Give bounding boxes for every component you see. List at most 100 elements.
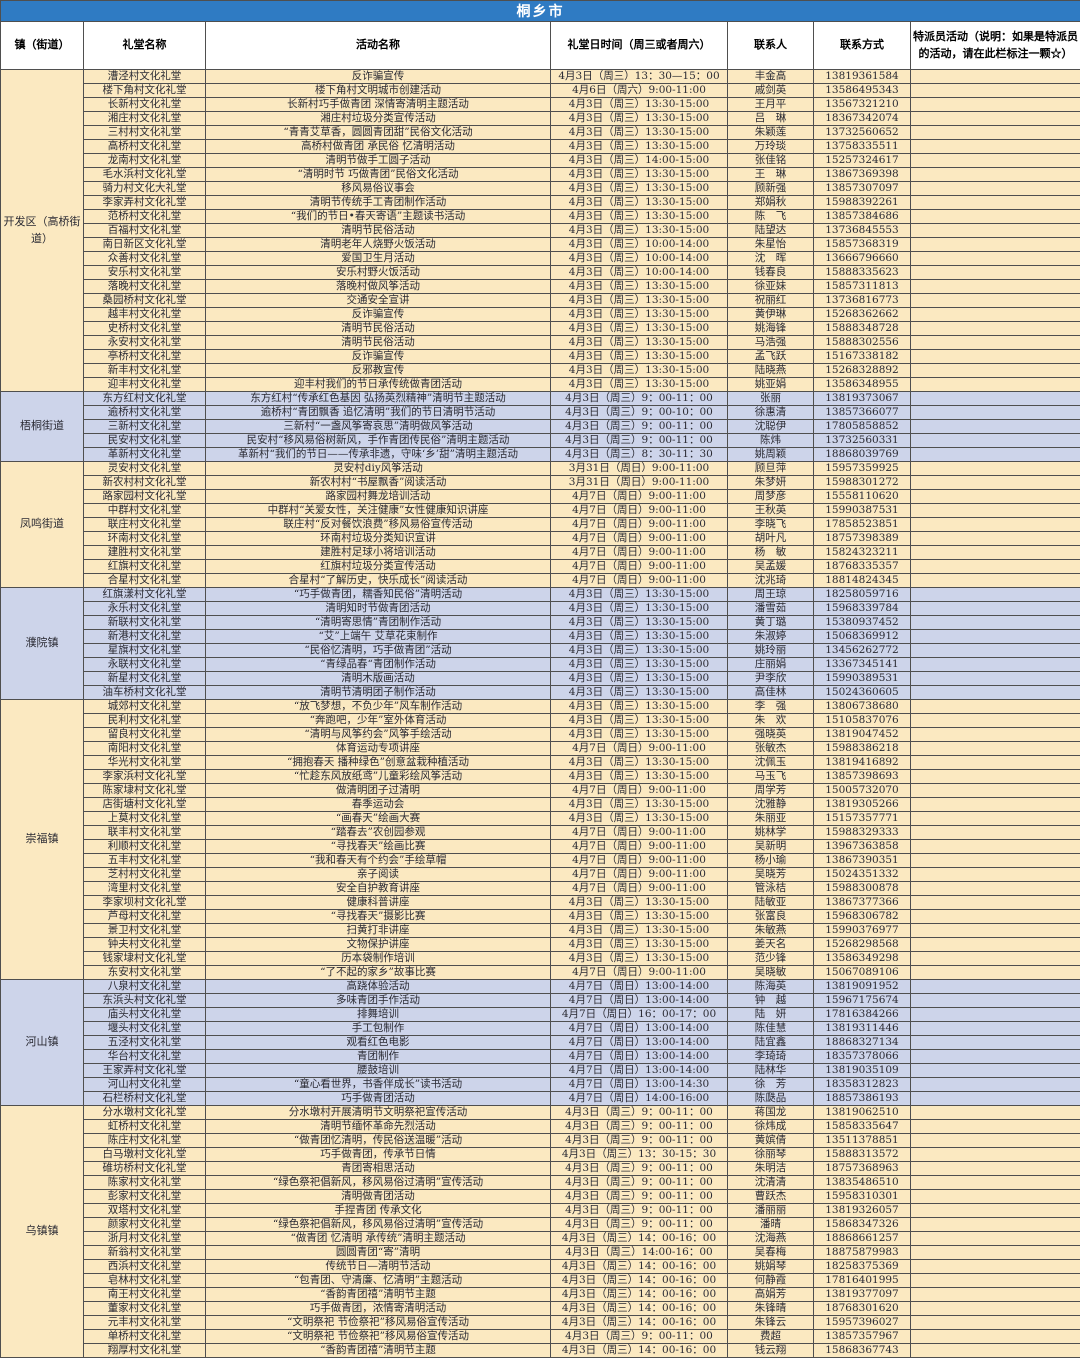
- hall-cell: 迎丰村文化礼堂: [84, 378, 206, 392]
- activity-cell: 清明节清明团子制作活动: [206, 686, 551, 700]
- datetime-cell: 4月3日（周三）14：00-16：00: [551, 1274, 728, 1288]
- datetime-cell: 4月7日（周日）13:00-14:00: [551, 980, 728, 994]
- hall-cell: 东浜头村文化礼堂: [84, 994, 206, 1008]
- datetime-cell: 4月7日（周日）9:00-11:00: [551, 574, 728, 588]
- contact-cell: 吕 琳: [728, 112, 814, 126]
- activity-cell: “做青团 忆清明 承传统”清明主题活动: [206, 1232, 551, 1246]
- contact-cell: 周王琼: [728, 588, 814, 602]
- datetime-cell: 4月3日（周三）13:30-15:00: [551, 336, 728, 350]
- activity-cell: 清明节做手工圆子活动: [206, 154, 551, 168]
- special-envoy-cell: [911, 1022, 1080, 1036]
- contact-cell: 李琦琦: [728, 1050, 814, 1064]
- hall-cell: 彭家村文化礼堂: [84, 1190, 206, 1204]
- hall-cell: 联庄村文化礼堂: [84, 518, 206, 532]
- hall-cell: 民利村文化礼堂: [84, 714, 206, 728]
- phone-cell: 13967363858: [814, 840, 911, 854]
- hall-cell: 灵安村文化礼堂: [84, 462, 206, 476]
- activity-cell: 安全自护教育讲座: [206, 882, 551, 896]
- datetime-cell: 3月31日（周日）9:00-11:00: [551, 476, 728, 490]
- hall-cell: 永乐村文化礼堂: [84, 602, 206, 616]
- special-envoy-cell: [911, 980, 1080, 994]
- phone-cell: 13819047452: [814, 728, 911, 742]
- contact-cell: 陈炜: [728, 434, 814, 448]
- special-envoy-cell: [911, 588, 1080, 602]
- datetime-cell: 4月3日（周三）14:00-15:00: [551, 154, 728, 168]
- activity-cell: “寻找春天”摄影比赛: [206, 910, 551, 924]
- contact-cell: 钱春良: [728, 266, 814, 280]
- special-envoy-cell: [911, 714, 1080, 728]
- phone-cell: 15268362662: [814, 308, 911, 322]
- datetime-cell: 4月3日（周三）13:30-15:00: [551, 126, 728, 140]
- hall-cell: 越丰村文化礼堂: [84, 308, 206, 322]
- special-envoy-cell: [911, 98, 1080, 112]
- activity-cell: “了不起的家乡”故事比赛: [206, 966, 551, 980]
- phone-cell: 15888348728: [814, 322, 911, 336]
- datetime-cell: 4月7日（周日）13:00-14:30: [551, 1078, 728, 1092]
- special-envoy-cell: [911, 224, 1080, 238]
- special-envoy-cell: [911, 126, 1080, 140]
- contact-cell: 费超: [728, 1330, 814, 1344]
- datetime-cell: 4月7日（周日）13:00-14:00: [551, 1036, 728, 1050]
- datetime-cell: 4月3日（周三）13:30-15:00: [551, 224, 728, 238]
- activity-cell: 交通安全宣讲: [206, 294, 551, 308]
- special-envoy-cell: [911, 882, 1080, 896]
- hall-cell: 落晚村文化礼堂: [84, 280, 206, 294]
- contact-cell: 陆宜鑫: [728, 1036, 814, 1050]
- activity-cell: 环南村垃圾分类知识宣讲: [206, 532, 551, 546]
- activity-cell: 历本袋制作培训: [206, 952, 551, 966]
- hall-cell: 城郊村文化礼堂: [84, 700, 206, 714]
- column-header-hall: 礼堂名称: [84, 22, 206, 70]
- special-envoy-cell: [911, 1162, 1080, 1176]
- activity-cell: 反诈骗宣传: [206, 308, 551, 322]
- hall-cell: 华台村文化礼堂: [84, 1050, 206, 1064]
- special-envoy-cell: [911, 658, 1080, 672]
- activity-cell: “拥抱春天 播种绿色”创意盆栽种植活动: [206, 756, 551, 770]
- activity-cell: 文物保护讲座: [206, 938, 551, 952]
- contact-cell: 陆林华: [728, 1064, 814, 1078]
- phone-cell: 18868327134: [814, 1036, 911, 1050]
- phone-cell: 17858523851: [814, 518, 911, 532]
- hall-cell: 革新村文化礼堂: [84, 448, 206, 462]
- phone-cell: 13867369398: [814, 168, 911, 182]
- activity-cell: 反诈骗宣传: [206, 70, 551, 84]
- contact-cell: 蒋国龙: [728, 1106, 814, 1120]
- contact-cell: 万玲琰: [728, 140, 814, 154]
- hall-cell: 湾里村文化礼堂: [84, 882, 206, 896]
- contact-cell: 庄丽娟: [728, 658, 814, 672]
- special-envoy-cell: [911, 448, 1080, 462]
- activity-cell: 中群村“关爱女性，关注健康”女性健康知识讲座: [206, 504, 551, 518]
- datetime-cell: 4月3日（周三）13:30-15:00: [551, 616, 728, 630]
- contact-cell: 王 琳: [728, 168, 814, 182]
- datetime-cell: 4月3日（周三）13:30-15:00: [551, 350, 728, 364]
- phone-cell: 18768301620: [814, 1302, 911, 1316]
- contact-cell: 何静霞: [728, 1274, 814, 1288]
- title-row: 桐乡市: [1, 1, 1080, 22]
- hall-cell: 红旗村文化礼堂: [84, 560, 206, 574]
- special-envoy-cell: [911, 336, 1080, 350]
- activity-cell: “踏春去”农创园参观: [206, 826, 551, 840]
- contact-cell: 丰金高: [728, 70, 814, 84]
- contact-cell: 潘晴: [728, 1218, 814, 1232]
- contact-cell: 黄伊琳: [728, 308, 814, 322]
- hall-cell: 新联村文化礼堂: [84, 616, 206, 630]
- hall-cell: 颜家村文化礼堂: [84, 1218, 206, 1232]
- contact-cell: 曹跃杰: [728, 1190, 814, 1204]
- phone-cell: 13819091952: [814, 980, 911, 994]
- hall-cell: 白马墩村文化礼堂: [84, 1148, 206, 1162]
- contact-cell: 朱锋晴: [728, 1302, 814, 1316]
- datetime-cell: 4月7日（周日）13:00-14:00: [551, 1022, 728, 1036]
